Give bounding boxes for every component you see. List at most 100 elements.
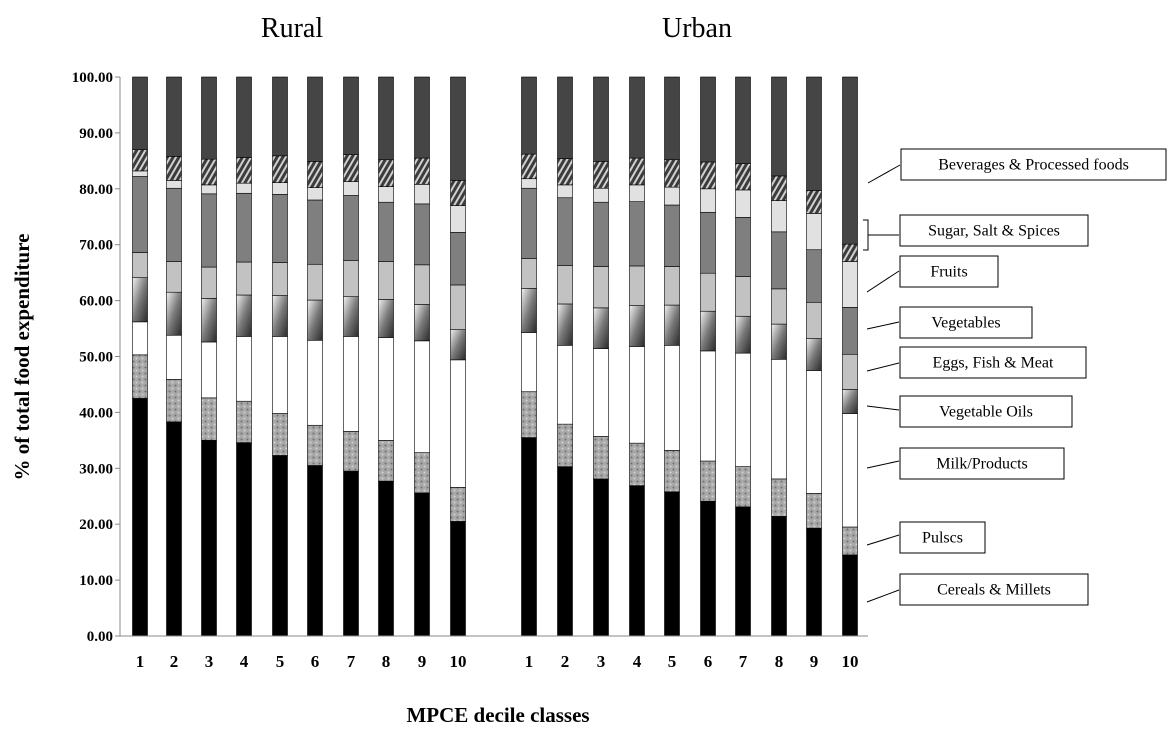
bar-rural-1-fruits [132, 170, 148, 177]
bar-rural-2-milk-products [166, 334, 182, 380]
legend-leader-eggs-fish-meat [866, 362, 900, 372]
axes-group: 0.00 10.00 20.00 30.00 40.00 50.00 60.00 70.00 8… [72, 70, 868, 645]
bar-rural-4-vegetables [236, 192, 252, 263]
bar-rural-6-milk-products [307, 339, 323, 426]
bar-rural-1-vegetables [132, 176, 148, 253]
legend-label-sugar-salt-spices: Sugar, Salt & Spices [928, 223, 1060, 240]
bar-rural-5-sugar-salt-spices [272, 155, 288, 183]
bar-rural-7-vegetables [343, 195, 359, 261]
bar-rural-5-milk-products [272, 336, 288, 414]
bar-rural-2-fruits [166, 180, 182, 189]
bar-urban-3-beverages-processed-foods [593, 76, 609, 162]
legend-leader-pulscs [866, 534, 900, 546]
bar-urban-2-vegetables [557, 197, 573, 266]
bar-rural-6-vegetable-oils [307, 299, 323, 341]
bar-urban-10-cereals-millets [842, 554, 858, 637]
bar-urban-2-fruits [557, 184, 573, 199]
bar-rural-2-eggs-fish-meat [166, 261, 182, 293]
bar-rural-9-vegetables [414, 203, 430, 266]
bar-rural-3-vegetables [201, 193, 217, 268]
legend-box-milk-products [899, 447, 1065, 480]
bar-urban-10-pulscs [842, 526, 858, 556]
bar-rural-8-vegetable-oils [378, 299, 394, 338]
bar-urban-2-pulscs [557, 423, 573, 467]
legend-label-vegetables: Vegetables [931, 315, 1000, 332]
bar-rural-3-cereals-millets [201, 440, 217, 637]
bar-rural-9-cereals-millets [414, 492, 430, 637]
bar-rural-8-milk-products [378, 337, 394, 441]
bar-urban-9-milk-products [806, 370, 822, 494]
bar-rural-5-beverages-processed-foods [272, 76, 288, 157]
bar-rural-1-eggs-fish-meat [132, 252, 148, 278]
legend-box-eggs-fish-meat [899, 346, 1087, 379]
bar-rural-9-beverages-processed-foods [414, 76, 430, 159]
y-tick-label-100-00: 100.00 [72, 70, 113, 86]
legend-leader-sugar-salt-spices [863, 219, 899, 251]
bar-rural-7-vegetable-oils [343, 296, 359, 337]
bar-urban-6-eggs-fish-meat [700, 272, 716, 312]
bar-rural-5-fruits [272, 182, 288, 195]
bar-urban-3-eggs-fish-meat [593, 266, 609, 309]
bar-rural-10-vegetables [450, 232, 466, 286]
bar-rural-7-eggs-fish-meat [343, 260, 359, 297]
bar-rural-8-vegetables [378, 201, 394, 262]
bar-urban-5-eggs-fish-meat [664, 266, 680, 306]
bar-rural-10-sugar-salt-spices [450, 180, 466, 206]
x-tick-label-rural-2: 2 [170, 652, 179, 671]
x-tick-label-rural-10: 10 [450, 652, 467, 671]
bar-urban-8-pulscs [771, 478, 787, 517]
bar-urban-8-eggs-fish-meat [771, 288, 787, 325]
bar-urban-2-eggs-fish-meat [557, 265, 573, 305]
bar-rural-5-eggs-fish-meat [272, 262, 288, 296]
bar-rural-7-beverages-processed-foods [343, 76, 359, 156]
bar-urban-2-sugar-salt-spices [557, 158, 573, 186]
y-tick-label-40-00: 40.00 [79, 405, 113, 421]
bar-urban-2-beverages-processed-foods [557, 76, 573, 159]
bar-urban-6-milk-products [700, 350, 716, 462]
bar-urban-4-eggs-fish-meat [629, 265, 645, 306]
bar-rural-7-cereals-millets [343, 470, 359, 637]
bar-rural-10-cereals-millets [450, 521, 466, 637]
bar-rural-3-fruits [201, 184, 217, 195]
x-tick-label-urban-1: 1 [525, 652, 534, 671]
bar-urban-4-vegetables [629, 201, 645, 267]
legend-box-beverages-processed-foods [900, 148, 1167, 181]
bar-rural-6-cereals-millets [307, 465, 323, 637]
bar-urban-7-fruits [735, 189, 751, 218]
bar-rural-4-fruits [236, 182, 252, 194]
x-tick-label-rural-3: 3 [205, 652, 214, 671]
x-tick-label-urban-3: 3 [597, 652, 606, 671]
bar-urban-9-sugar-salt-spices [806, 190, 822, 214]
bar-urban-5-vegetable-oils [664, 304, 680, 346]
bar-rural-4-vegetable-oils [236, 294, 252, 337]
legend-box-fruits [899, 255, 999, 288]
panel-title-urban: Urban [662, 13, 732, 44]
x-tick-label-rural-1: 1 [136, 652, 145, 671]
bar-urban-9-eggs-fish-meat [806, 301, 822, 339]
x-axis-title: MPCE decile classes [406, 703, 589, 727]
bar-urban-6-cereals-millets [700, 500, 716, 637]
x-tick-label-rural-7: 7 [347, 652, 356, 671]
bar-rural-3-vegetable-oils [201, 298, 217, 343]
bar-urban-3-milk-products [593, 348, 609, 437]
legend-box-pulscs [899, 521, 986, 554]
bar-urban-7-eggs-fish-meat [735, 276, 751, 317]
y-tick-label-20-00: 20.00 [79, 517, 113, 533]
bar-rural-9-vegetable-oils [414, 304, 430, 342]
bar-urban-1-vegetable-oils [521, 288, 537, 333]
x-tick-label-urban-6: 6 [704, 652, 713, 671]
bar-urban-4-pulscs [629, 442, 645, 486]
x-tick-label-rural-9: 9 [418, 652, 427, 671]
bar-rural-9-eggs-fish-meat [414, 264, 430, 305]
bar-urban-6-sugar-salt-spices [700, 161, 716, 190]
bar-urban-6-vegetable-oils [700, 310, 716, 352]
legend-label-eggs-fish-meat: Eggs, Fish & Meat [933, 355, 1054, 372]
x-tick-label-urban-9: 9 [810, 652, 819, 671]
bar-rural-9-milk-products [414, 340, 430, 453]
y-tick-label-50-00: 50.00 [79, 350, 113, 366]
legend-label-fruits: Fruits [930, 264, 967, 281]
bar-rural-4-beverages-processed-foods [236, 76, 252, 158]
bar-urban-9-beverages-processed-foods [806, 76, 822, 191]
bar-urban-1-milk-products [521, 332, 537, 393]
bar-urban-1-vegetables [521, 187, 537, 259]
